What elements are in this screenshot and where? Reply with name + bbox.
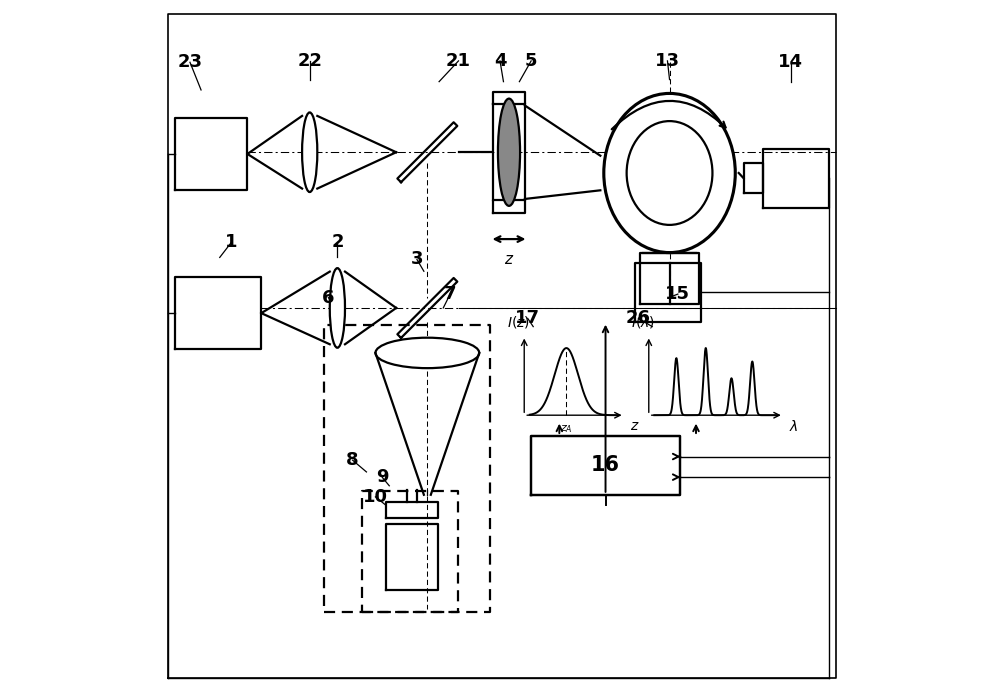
Text: 9: 9 [376,468,389,486]
Text: 2: 2 [331,233,344,251]
Ellipse shape [302,113,317,192]
Text: 16: 16 [591,455,620,475]
Text: 8: 8 [346,451,359,469]
Text: 26: 26 [626,309,651,327]
Text: 22: 22 [297,52,322,70]
Ellipse shape [627,121,712,225]
Text: 6: 6 [322,289,335,307]
Text: 17: 17 [515,309,540,327]
Text: 1: 1 [225,233,238,251]
Text: 23: 23 [177,53,202,71]
Text: $I(z)$: $I(z)$ [507,314,530,330]
Ellipse shape [604,93,735,253]
Text: 7: 7 [444,285,456,303]
Text: 21: 21 [446,52,471,70]
Text: 3: 3 [411,251,423,268]
Text: $\lambda$: $\lambda$ [789,419,799,434]
Text: 5: 5 [525,52,537,70]
Text: $z$: $z$ [630,419,640,432]
Ellipse shape [498,99,520,206]
Text: 14: 14 [778,53,803,71]
Text: 4: 4 [494,52,506,70]
Text: 15: 15 [665,285,690,303]
Ellipse shape [375,338,479,368]
Text: $I(\lambda)$: $I(\lambda)$ [631,314,655,330]
Ellipse shape [330,268,345,347]
Text: $z$: $z$ [504,252,514,266]
Text: 10: 10 [363,488,388,506]
Text: 13: 13 [655,52,680,70]
Text: $z_A$: $z_A$ [560,424,573,435]
